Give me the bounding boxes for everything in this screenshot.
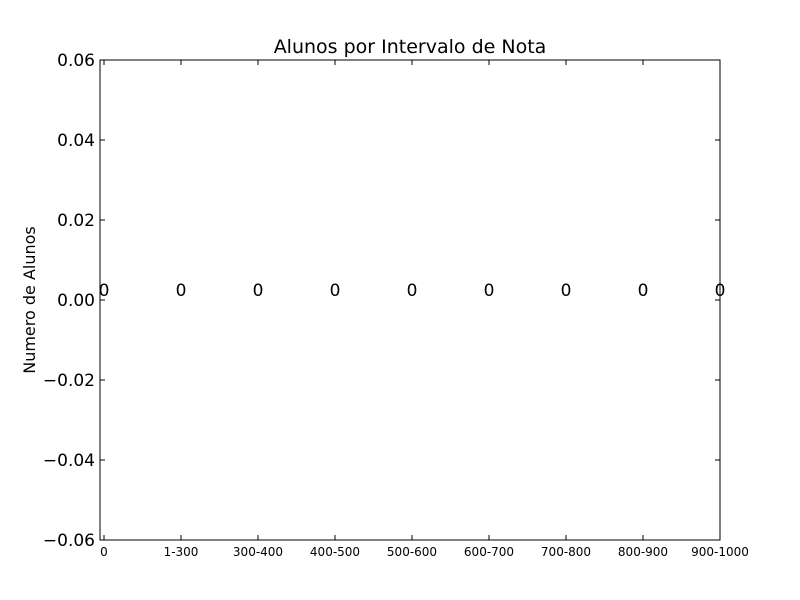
ticks-layer: −0.06 −0.04 −0.02 0.00 0.02 0.04 0.06 0 1-300 300… bbox=[43, 51, 749, 559]
y-tick-label: −0.04 bbox=[43, 451, 95, 471]
x-tick-label: 300-400 bbox=[233, 545, 283, 559]
bar-value-label: 0 bbox=[561, 281, 572, 301]
y-tick-label: 0.04 bbox=[57, 131, 95, 151]
x-tick-label: 600-700 bbox=[464, 545, 514, 559]
bar-value-label: 0 bbox=[176, 281, 187, 301]
plot-area-frame bbox=[99, 59, 721, 541]
x-tick-label: 1-300 bbox=[164, 545, 199, 559]
x-tick-label: 700-800 bbox=[541, 545, 591, 559]
x-tick-label: 800-900 bbox=[618, 545, 668, 559]
x-tick-label: 500-600 bbox=[387, 545, 437, 559]
bar-value-label: 0 bbox=[638, 281, 649, 301]
bar-value-label: 0 bbox=[99, 281, 110, 301]
chart-title: Alunos por Intervalo de Nota bbox=[274, 36, 547, 58]
bar-value-label: 0 bbox=[484, 281, 495, 301]
x-tick-label: 400-500 bbox=[310, 545, 360, 559]
x-tick-label: 900-1000 bbox=[691, 545, 749, 559]
bar-value-label: 0 bbox=[330, 281, 341, 301]
y-axis-label: Numero de Alunos bbox=[20, 226, 39, 374]
y-tick-label: −0.02 bbox=[43, 371, 95, 391]
bar-value-label: 0 bbox=[407, 281, 418, 301]
y-tick-label: 0.00 bbox=[57, 291, 95, 311]
y-tick-label: 0.02 bbox=[57, 211, 95, 231]
bar-value-label: 0 bbox=[253, 281, 264, 301]
y-tick-label: 0.06 bbox=[57, 51, 95, 71]
y-tick-label: −0.06 bbox=[43, 531, 95, 551]
x-tick-label: 0 bbox=[100, 545, 108, 559]
